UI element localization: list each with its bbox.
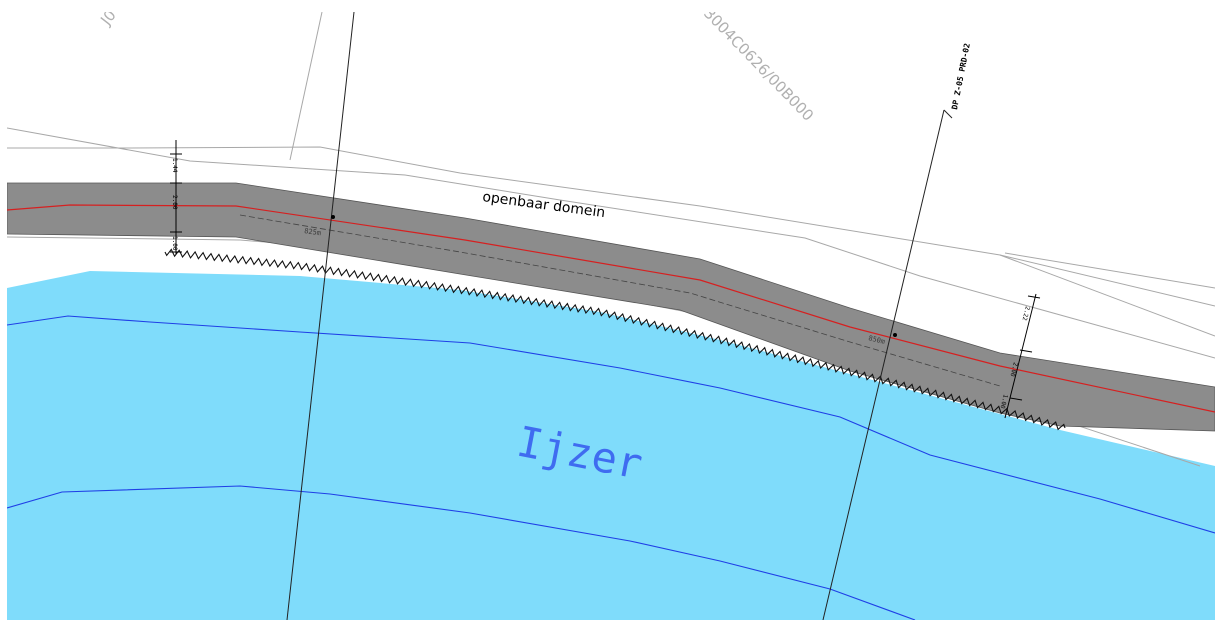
bathymetry-line: [7, 315, 1215, 534]
profile-line-825: [286, 12, 355, 620]
road-centerline: [7, 204, 1215, 413]
dim-left-top: 1.44: [171, 158, 178, 173]
dim-left-middle: 2.00: [171, 195, 178, 210]
dim-right-middle: 2.00: [1008, 362, 1018, 378]
road-surface: [7, 182, 1215, 432]
water-body: [7, 271, 1215, 620]
dim-right-bottom: 1.00: [998, 394, 1008, 410]
dimension-marker-left: [170, 140, 182, 254]
dimension-marker-right: [1004, 293, 1041, 419]
chainage-label-825: 825m: [304, 227, 322, 237]
bathymetry-line: [7, 485, 916, 620]
dim-right-top: 2.22: [1020, 306, 1030, 322]
road-edge-dashed: [239, 214, 1001, 387]
dim-left-bottom: 1.00: [171, 236, 178, 251]
profile-line-850: [822, 109, 945, 620]
riverbank-line: [164, 248, 1066, 431]
chainage-label-850: 850m: [868, 334, 886, 346]
